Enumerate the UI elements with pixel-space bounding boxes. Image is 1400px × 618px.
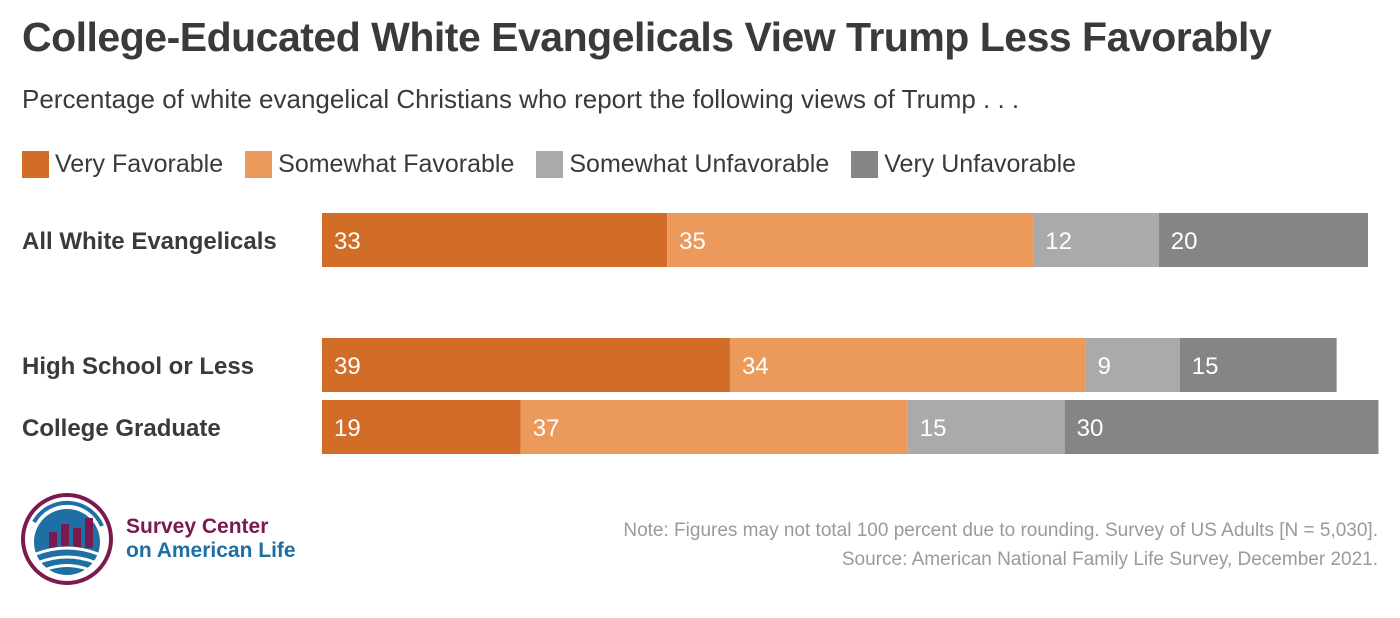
bar-value-college-graduate-very-unfavorable: 30 bbox=[1077, 415, 1104, 442]
legend-item-somewhat-favorable: Somewhat Favorable bbox=[245, 150, 514, 179]
legend-label-somewhat-unfavorable: Somewhat Unfavorable bbox=[569, 150, 830, 178]
chart-notes: Note: Figures may not total 100 percent … bbox=[623, 516, 1378, 574]
chart-subtitle: Percentage of white evangelical Christia… bbox=[22, 84, 1020, 114]
legend-swatch-very-unfavorable bbox=[851, 151, 879, 178]
chart-title: College-Educated White Evangelicals View… bbox=[22, 14, 1272, 60]
logo: Survey Center on American Life bbox=[20, 492, 296, 586]
bar-all-white-evangelicals-somewhat-unfavorable bbox=[1033, 213, 1159, 267]
legend-item-somewhat-unfavorable: Somewhat Unfavorable bbox=[536, 150, 829, 179]
bar-value-all-white-evangelicals-very-favorable: 33 bbox=[334, 228, 361, 255]
legend-swatch-somewhat-favorable bbox=[245, 151, 273, 178]
bar-college-graduate-somewhat-unfavorable bbox=[907, 400, 1065, 454]
logo-line-1: Survey Center bbox=[126, 515, 269, 538]
bar-all-white-evangelicals-very-favorable bbox=[322, 213, 668, 267]
bar-college-graduate-very-favorable bbox=[322, 400, 521, 454]
bar-value-college-graduate-somewhat-favorable: 37 bbox=[533, 415, 560, 442]
logo-line-2: on American Life bbox=[126, 539, 296, 562]
bar-high-school-or-less-very-favorable bbox=[322, 338, 730, 392]
bar-value-all-white-evangelicals-somewhat-unfavorable: 12 bbox=[1045, 228, 1072, 255]
bar-college-graduate-somewhat-favorable bbox=[520, 400, 908, 454]
legend-label-very-unfavorable: Very Unfavorable bbox=[884, 150, 1077, 178]
logo-text: Survey Center on American Life bbox=[126, 515, 296, 563]
bar-high-school-or-less-very-unfavorable bbox=[1179, 338, 1337, 392]
legend-item-very-unfavorable: Very Unfavorable bbox=[851, 150, 1076, 179]
bar-value-all-white-evangelicals-very-unfavorable: 20 bbox=[1171, 228, 1198, 255]
bar-value-high-school-or-less-very-unfavorable: 15 bbox=[1192, 353, 1219, 380]
bar-college-graduate-very-unfavorable bbox=[1064, 400, 1379, 454]
bar-value-college-graduate-somewhat-unfavorable: 15 bbox=[920, 415, 947, 442]
legend-label-very-favorable: Very Favorable bbox=[55, 150, 224, 178]
legend-swatch-somewhat-unfavorable bbox=[536, 151, 564, 178]
note-text: Note: Figures may not total 100 percent … bbox=[623, 520, 1378, 541]
legend-swatch-very-favorable bbox=[22, 151, 49, 178]
legend-item-very-favorable: Very Favorable bbox=[22, 150, 223, 179]
bar-high-school-or-less-somewhat-unfavorable bbox=[1085, 338, 1180, 392]
row-label-high-school-or-less: High School or Less bbox=[22, 353, 254, 380]
bar-value-high-school-or-less-somewhat-favorable: 34 bbox=[742, 353, 769, 380]
survey-center-logo-icon bbox=[21, 493, 113, 585]
source-text: Source: American National Family Life Su… bbox=[841, 549, 1378, 570]
legend-label-somewhat-favorable: Somewhat Favorable bbox=[278, 150, 515, 178]
row-label-all-white-evangelicals: All White Evangelicals bbox=[22, 228, 277, 255]
legend: Very Favorable Somewhat Favorable Somewh… bbox=[22, 150, 1098, 179]
bar-value-all-white-evangelicals-somewhat-favorable: 35 bbox=[679, 228, 706, 255]
bar-high-school-or-less-somewhat-favorable bbox=[729, 338, 1086, 392]
row-label-college-graduate: College Graduate bbox=[22, 415, 221, 442]
bar-value-high-school-or-less-somewhat-unfavorable: 9 bbox=[1098, 353, 1111, 380]
bar-value-high-school-or-less-very-favorable: 39 bbox=[334, 353, 361, 380]
bar-all-white-evangelicals-very-unfavorable bbox=[1158, 213, 1368, 267]
bar-value-college-graduate-very-favorable: 19 bbox=[334, 415, 361, 442]
bar-all-white-evangelicals-somewhat-favorable bbox=[667, 213, 1034, 267]
